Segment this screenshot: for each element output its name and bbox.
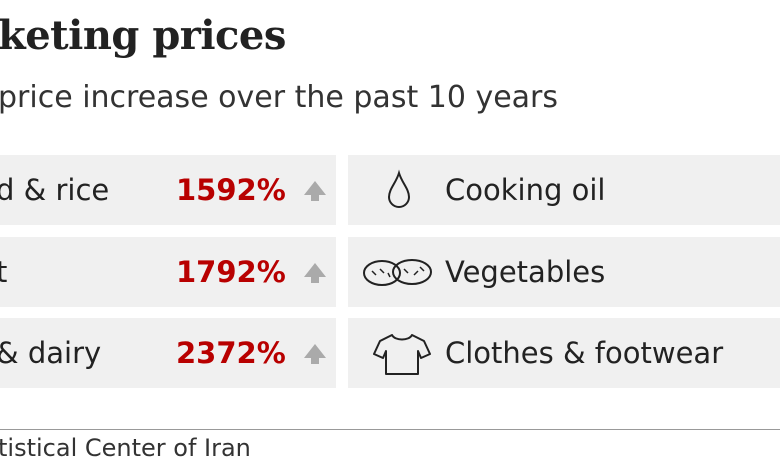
title: keting prices bbox=[0, 12, 286, 59]
left-cell: d & rice 1592% bbox=[0, 155, 336, 225]
right-cell: Clothes & footwear bbox=[348, 318, 780, 388]
item-label: Cooking oil bbox=[445, 173, 606, 207]
right-cell: Vegetables bbox=[348, 237, 780, 307]
item-label: Vegetables bbox=[445, 255, 606, 289]
price-change: 2372% bbox=[176, 336, 286, 370]
source: tistical Center of Iran bbox=[0, 434, 251, 462]
price-change: 1792% bbox=[176, 255, 286, 289]
vegetables-icon bbox=[363, 259, 432, 286]
up-arrow bbox=[304, 181, 326, 201]
left-cell: t 1792% bbox=[0, 237, 336, 307]
shirt-icon bbox=[373, 334, 431, 375]
right-cell: Cooking oil bbox=[348, 155, 780, 225]
item-label: & dairy bbox=[0, 336, 102, 370]
subtitle: price increase over the past 10 years bbox=[0, 80, 559, 115]
oil-drop-icon bbox=[387, 169, 411, 208]
left-cell: & dairy 2372% bbox=[0, 318, 336, 388]
item-label: t bbox=[0, 255, 8, 289]
up-arrow bbox=[304, 344, 326, 364]
up-arrow bbox=[304, 263, 326, 283]
item-label: Clothes & footwear bbox=[445, 336, 724, 370]
divider bbox=[0, 429, 780, 430]
item-label: d & rice bbox=[0, 173, 110, 207]
price-change: 1592% bbox=[176, 173, 286, 207]
